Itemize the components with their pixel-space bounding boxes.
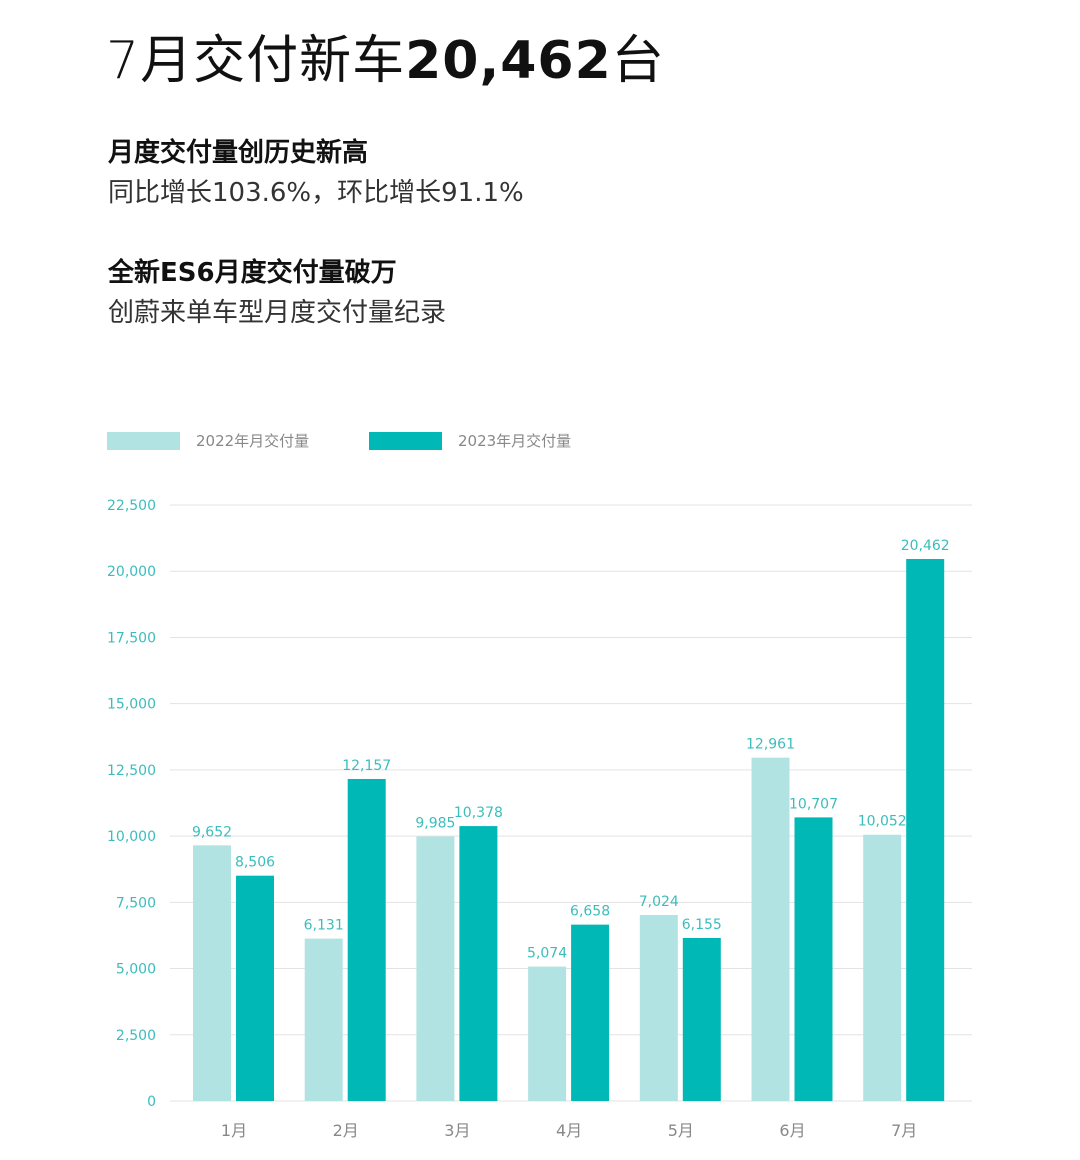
bar-2022 — [416, 836, 455, 1101]
data-label: 9,652 — [192, 824, 232, 840]
bar-2023 — [347, 778, 386, 1101]
bar-2023 — [236, 875, 274, 1101]
data-label: 5,074 — [527, 946, 567, 962]
bar-2023 — [571, 924, 610, 1101]
bar-2023 — [906, 558, 945, 1101]
x-tick-label: 2月 — [333, 1121, 359, 1140]
data-label: 20,462 — [901, 538, 950, 554]
y-tick-label: 2,500 — [116, 1028, 156, 1044]
growth-subtitle: 同比增长103.6%，环比增长91.1% — [108, 178, 524, 208]
data-label: 10,707 — [789, 796, 838, 812]
y-tick-label: 12,500 — [107, 763, 156, 779]
y-tick-label: 22,500 — [107, 498, 156, 514]
data-label: 9,985 — [415, 816, 455, 832]
y-tick-label: 20,000 — [107, 564, 156, 580]
legend-label-2023: 2023年月交付量 — [458, 432, 572, 450]
y-tick-label: 0 — [147, 1094, 156, 1110]
y-tick-label: 5,000 — [116, 962, 156, 978]
y-tick-label: 17,500 — [107, 630, 156, 646]
x-tick-label: 4月 — [556, 1121, 582, 1140]
bar-2023 — [794, 817, 833, 1101]
bar-2022 — [304, 938, 343, 1101]
bar-2022 — [528, 966, 567, 1101]
title-prefix: 7月交付新车 — [106, 31, 406, 91]
data-label: 10,052 — [858, 814, 907, 830]
title-number: 20,462 — [405, 31, 612, 91]
headline-es6: 全新ES6月度交付量破万 — [108, 258, 397, 288]
data-label: 10,378 — [454, 805, 503, 821]
bar-2022 — [193, 845, 231, 1101]
y-tick-label: 15,000 — [107, 697, 156, 713]
bar-2023 — [682, 937, 721, 1101]
legend-swatch-2022 — [107, 431, 180, 450]
x-tick-label: 7月 — [891, 1121, 917, 1140]
x-tick-label: 5月 — [668, 1121, 694, 1140]
bar-2023 — [459, 826, 498, 1101]
data-label: 8,506 — [235, 855, 275, 871]
page-title: 7月交付新车20,462台 — [106, 18, 665, 93]
data-label: 6,155 — [682, 917, 722, 933]
es6-subtitle: 创蔚来单车型月度交付量纪录 — [108, 298, 447, 328]
data-label: 12,961 — [746, 737, 795, 753]
data-label: 6,131 — [304, 918, 344, 934]
title-suffix: 台 — [611, 31, 665, 91]
legend-swatch-2023 — [369, 431, 442, 450]
headline-record: 月度交付量创历史新高 — [108, 138, 369, 168]
y-tick-label: 7,500 — [116, 895, 156, 911]
x-tick-label: 6月 — [779, 1121, 805, 1140]
x-tick-label: 1月 — [221, 1121, 247, 1140]
legend-2023: 2023年月交付量 — [369, 430, 571, 451]
legend-2022: 2022年月交付量 — [107, 430, 309, 451]
x-tick-label: 3月 — [444, 1121, 470, 1140]
bar-2022 — [639, 914, 678, 1101]
data-label: 7,024 — [639, 894, 679, 910]
y-tick-label: 10,000 — [107, 829, 156, 845]
bar-2022 — [863, 834, 902, 1101]
bar-2022 — [751, 757, 790, 1101]
data-label: 6,658 — [570, 904, 610, 920]
legend-label-2022: 2022年月交付量 — [196, 432, 310, 450]
data-label: 12,157 — [342, 758, 391, 774]
